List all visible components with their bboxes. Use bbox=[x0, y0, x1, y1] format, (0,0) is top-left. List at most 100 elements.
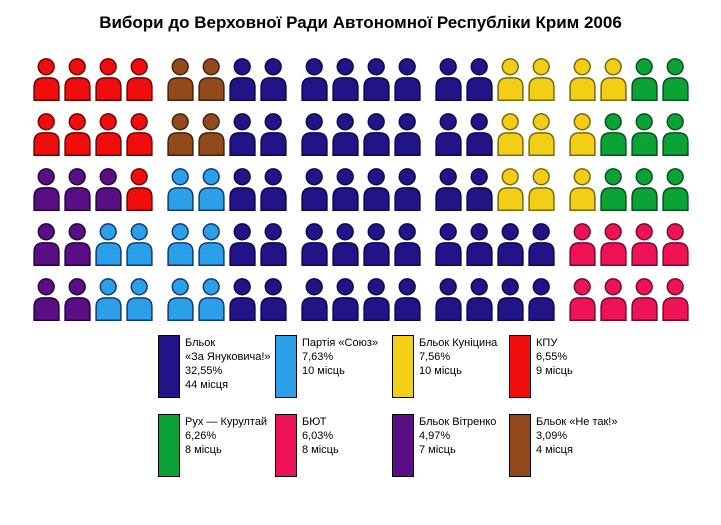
seat-icon-kunitsyn bbox=[496, 112, 524, 156]
seat-icon-byut bbox=[630, 277, 658, 321]
seat-icon-yanukovych bbox=[362, 277, 390, 321]
seat-icon-vitrenko bbox=[32, 277, 60, 321]
seat-icon-yanukovych bbox=[228, 222, 256, 266]
legend-party-name: Бльок Куніцина bbox=[419, 337, 498, 349]
legend-item-byut: БЮТ 6,03% 8 місць bbox=[275, 414, 392, 477]
chart-title: Вибори до Верховної Ради Автономної Респ… bbox=[99, 13, 622, 32]
seat-icon-kpu bbox=[125, 112, 153, 156]
legend-party-percent: 6,26% bbox=[185, 430, 217, 442]
seat-icon-byut bbox=[599, 222, 627, 266]
seat-icon-yanukovych bbox=[434, 222, 462, 266]
seat-icon-byut bbox=[568, 222, 596, 266]
seat-icon-soyuz bbox=[166, 277, 194, 321]
seat-icon-vitrenko bbox=[32, 222, 60, 266]
crimea-2006-election-pictogram: Вибори до Верховної Ради Автономної Респ… bbox=[0, 13, 721, 477]
seat-icon-yanukovych bbox=[434, 167, 462, 211]
seat-icon-kpu bbox=[94, 112, 122, 156]
legend-party-seats: 8 місць bbox=[302, 444, 339, 456]
legend-party-percent: 4,97% bbox=[419, 430, 451, 442]
legend-item-yanukovych: Бльок «За Януковича!» 32,55% 44 місця bbox=[158, 335, 275, 398]
legend-row-1: Бльок «За Януковича!» 32,55% 44 місця Парті… bbox=[158, 335, 721, 398]
seat-icon-vitrenko bbox=[63, 167, 91, 211]
seat-icon-soyuz bbox=[125, 277, 153, 321]
seat-icon-yanukovych bbox=[393, 167, 421, 211]
seat-icon-byut bbox=[599, 277, 627, 321]
seat-icon-kpu bbox=[94, 57, 122, 101]
pictogram-row-2 bbox=[0, 112, 721, 156]
seat-icon-vitrenko bbox=[63, 222, 91, 266]
seat-icon-yanukovych bbox=[362, 112, 390, 156]
legend-text-yanukovych: Бльок «За Януковича!» 32,55% 44 місця bbox=[185, 335, 271, 398]
legend-party-name: Бльок Вітренко bbox=[419, 416, 497, 428]
seat-icon-yanukovych bbox=[228, 167, 256, 211]
legend-party-name: КПУ bbox=[536, 337, 558, 349]
legend-party-name: Бльок «Не так!» bbox=[536, 416, 618, 428]
seat-icon-yanukovych bbox=[362, 57, 390, 101]
seat-icon-yanukovych bbox=[331, 277, 359, 321]
seat-icon-soyuz bbox=[197, 167, 225, 211]
seat-icon-yanukovych bbox=[300, 222, 328, 266]
seat-icon-soyuz bbox=[94, 222, 122, 266]
legend-party-name: Бльок «За Януковича!» bbox=[185, 337, 271, 363]
seat-icon-yanukovych bbox=[496, 222, 524, 266]
seat-icon-soyuz bbox=[197, 277, 225, 321]
seat-icon-byut bbox=[661, 277, 689, 321]
seat-icon-kpu bbox=[32, 57, 60, 101]
pictogram-row-5 bbox=[0, 277, 721, 321]
seat-icon-soyuz bbox=[125, 222, 153, 266]
seat-icon-yanukovych bbox=[259, 112, 287, 156]
legend-swatch-kpu bbox=[509, 335, 531, 398]
seat-icon-yanukovych bbox=[300, 57, 328, 101]
seat-icon-yanukovych bbox=[259, 57, 287, 101]
seat-icon-yanukovych bbox=[259, 167, 287, 211]
seat-icon-kunitsyn bbox=[527, 112, 555, 156]
seat-icon-kpu bbox=[63, 112, 91, 156]
legend-party-seats: 8 місць bbox=[185, 444, 222, 456]
legend-text-vitrenko: Бльок Вітренко 4,97% 7 місць bbox=[419, 414, 496, 477]
seat-icon-kunitsyn bbox=[527, 57, 555, 101]
legend-party-seats: 10 місць bbox=[302, 365, 345, 377]
legend-party-percent: 3,09% bbox=[536, 430, 568, 442]
legend: Бльок «За Януковича!» 32,55% 44 місця Парті… bbox=[158, 335, 721, 477]
seat-icon-rukh bbox=[599, 167, 627, 211]
seat-icon-yanukovych bbox=[434, 112, 462, 156]
seat-icon-yanukovych bbox=[300, 277, 328, 321]
seat-icon-yanukovych bbox=[331, 112, 359, 156]
seat-icon-kunitsyn bbox=[527, 167, 555, 211]
legend-item-kpu: КПУ 6,55% 9 місць bbox=[509, 335, 626, 398]
legend-text-kpu: КПУ 6,55% 9 місць bbox=[536, 335, 573, 398]
seat-icon-yanukovych bbox=[331, 167, 359, 211]
pictogram-row-1 bbox=[0, 57, 721, 101]
seat-icon-yanukovych bbox=[362, 222, 390, 266]
seat-icon-yanukovych bbox=[259, 222, 287, 266]
legend-item-kunitsyn: Бльок Куніцина 7,56% 10 місць bbox=[392, 335, 509, 398]
legend-text-kunitsyn: Бльок Куніцина 7,56% 10 місць bbox=[419, 335, 497, 398]
legend-party-percent: 7,63% bbox=[302, 351, 334, 363]
seat-icon-yanukovych bbox=[331, 57, 359, 101]
seat-icon-yanukovych bbox=[393, 112, 421, 156]
seat-icon-yanukovych bbox=[362, 167, 390, 211]
seat-icon-yanukovych bbox=[300, 167, 328, 211]
legend-swatch-byut bbox=[275, 414, 297, 477]
pictogram-row-3 bbox=[0, 167, 721, 211]
seat-icon-soyuz bbox=[94, 277, 122, 321]
seat-icon-yanukovych bbox=[228, 277, 256, 321]
legend-row-2: Рух — Курултай 6,26% 8 місць БЮТ 6,03% 8 місц… bbox=[158, 414, 721, 477]
seat-icon-rukh bbox=[630, 112, 658, 156]
seat-icon-vitrenko bbox=[32, 167, 60, 211]
legend-swatch-vitrenko bbox=[392, 414, 414, 477]
seat-icon-kunitsyn bbox=[568, 57, 596, 101]
seat-icon-rukh bbox=[630, 167, 658, 211]
legend-swatch-kunitsyn bbox=[392, 335, 414, 398]
seat-icon-kunitsyn bbox=[568, 112, 596, 156]
seat-icon-kunitsyn bbox=[496, 57, 524, 101]
seat-icon-kunitsyn bbox=[496, 167, 524, 211]
seat-icon-soyuz bbox=[166, 222, 194, 266]
seat-icon-yanukovych bbox=[331, 222, 359, 266]
seat-icon-yanukovych bbox=[393, 277, 421, 321]
seat-icon-yanukovych bbox=[393, 57, 421, 101]
legend-swatch-yanukovych bbox=[158, 335, 180, 398]
seat-icon-byut bbox=[661, 222, 689, 266]
seat-icon-yanukovych bbox=[465, 57, 493, 101]
legend-party-percent: 6,55% bbox=[536, 351, 568, 363]
